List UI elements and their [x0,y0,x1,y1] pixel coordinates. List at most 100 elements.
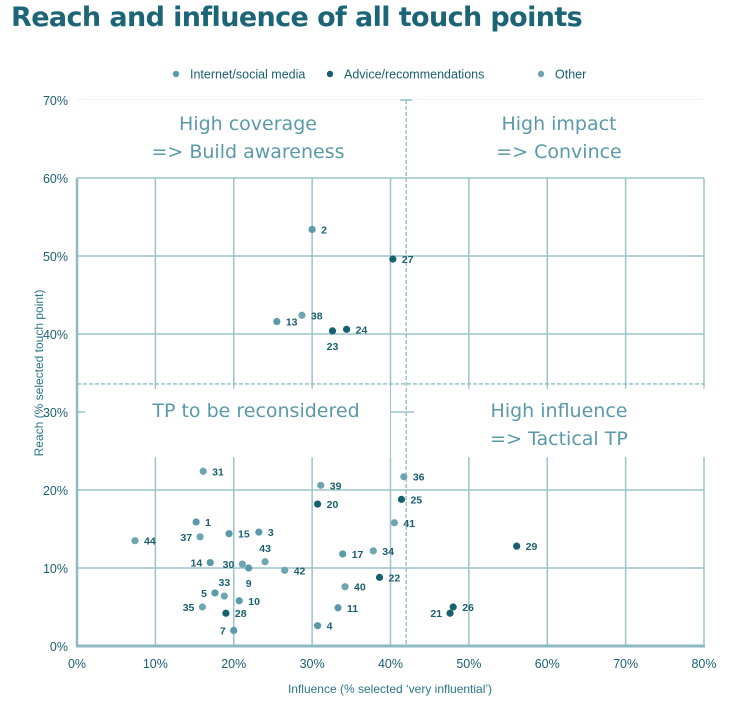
data-point-23 [328,327,337,335]
y-tick-label: 20% [43,484,68,498]
data-point-20 [314,500,322,508]
y-tick-label: 10% [43,562,68,576]
data-point-17 [339,550,347,558]
data-point-9 [245,564,253,572]
data-point-21 [446,609,454,617]
quadrant-label-backgrounds [77,100,707,458]
data-point-40 [341,583,349,591]
x-tick-label: 80% [691,657,716,671]
data-label-9: 9 [246,578,252,590]
data-point-22 [375,573,384,581]
data-point-33 [220,592,228,600]
tick-labels: 0% 10% 20% 30% 40% 50% 60% 70% 80% 0% 10% 20% 30% 40%… [43,94,717,671]
data-label-15: 15 [238,529,250,541]
data-label-11: 11 [347,603,358,615]
x-tick-label: 20% [221,657,246,671]
data-label-39: 39 [330,480,342,492]
x-tick-label: 60% [535,657,560,671]
data-point-3 [255,528,263,536]
legend-label: Advice/recommendations [344,68,484,82]
legend-marker-other [537,70,545,78]
data-points: 1234579101113141517202122232425262728293… [131,224,538,637]
data-point-37 [196,533,204,541]
data-label-4: 4 [327,621,333,633]
data-point-36 [400,473,408,481]
data-point-38 [298,311,306,319]
legend: Internet/social media Advice/recommendati… [172,68,586,82]
data-label-33: 33 [219,577,231,589]
y-tick-label: 50% [43,250,68,264]
data-point-15 [225,530,233,538]
quadrant-label-high-coverage: => Build awareness [151,141,344,163]
data-label-40: 40 [354,582,366,594]
data-point-27 [389,255,397,263]
x-tick-label: 40% [378,657,403,671]
quadrant-label-high-influence: => Tactical TP [490,428,628,450]
x-tick-label: 10% [143,657,168,671]
axes [75,178,705,648]
legend-marker-advice-recommendations [326,70,334,78]
data-point-42 [281,566,289,574]
x-tick-label: 70% [613,657,638,671]
y-tick-label: 70% [43,94,68,108]
data-label-31: 31 [212,466,224,478]
data-point-34 [369,547,377,555]
data-label-17: 17 [352,549,364,561]
data-label-34: 34 [382,546,394,558]
y-tick-label: 60% [43,172,68,186]
quadrant-label-high-coverage: High coverage [179,113,317,135]
data-point-7 [230,626,238,635]
data-label-14: 14 [191,558,203,570]
data-point-4 [314,622,322,630]
x-tick-label: 0% [68,657,86,671]
data-point-28 [222,609,230,617]
data-point-25 [397,495,406,503]
data-label-13: 13 [286,317,298,329]
data-label-44: 44 [144,536,156,548]
threshold-lines [77,99,704,646]
legend-label: Internet/social media [190,68,305,82]
data-label-27: 27 [402,254,414,266]
y-tick-label: 30% [43,406,68,420]
quadrant-label-high-impact: => Convince [496,141,622,163]
data-point-10 [235,597,243,605]
data-label-7: 7 [220,625,226,637]
legend-label: Other [555,68,586,82]
data-label-36: 36 [413,472,425,484]
data-label-23: 23 [327,341,339,353]
data-label-30: 30 [223,559,235,571]
data-label-37: 37 [180,532,192,544]
data-point-11 [334,604,342,612]
legend-marker-internet-social-media [172,70,180,78]
data-label-41: 41 [403,518,415,530]
quadrant-bg-middle [80,386,707,458]
data-point-5 [211,589,219,597]
data-point-24 [343,325,351,333]
y-tick-label: 0% [50,640,68,654]
data-point-41 [390,519,399,527]
data-label-24: 24 [356,324,368,336]
data-label-1: 1 [205,517,211,529]
data-label-21: 21 [430,608,442,620]
data-point-30 [238,560,246,568]
data-point-39 [317,481,325,489]
data-label-10: 10 [248,596,260,608]
y-axis-label: Reach (% selected touch point) [32,290,46,457]
data-label-42: 42 [294,565,306,577]
data-point-35 [198,603,206,611]
data-label-25: 25 [410,494,422,506]
grid [77,99,705,646]
data-point-44 [131,537,139,545]
chart-title: Reach and influence of all touch points [11,2,583,33]
data-label-43: 43 [259,543,271,555]
quadrant-labels: High coverage => Build awareness High impa… [151,113,627,450]
data-label-3: 3 [268,527,274,539]
x-axis-label: Influence (% selected ‘very influential’… [288,682,492,696]
data-label-29: 29 [526,541,538,553]
data-point-14 [206,558,214,567]
x-tick-label: 30% [300,657,325,671]
x-tick-label: 50% [456,657,481,671]
data-label-22: 22 [389,572,401,584]
data-point-29 [513,542,521,550]
